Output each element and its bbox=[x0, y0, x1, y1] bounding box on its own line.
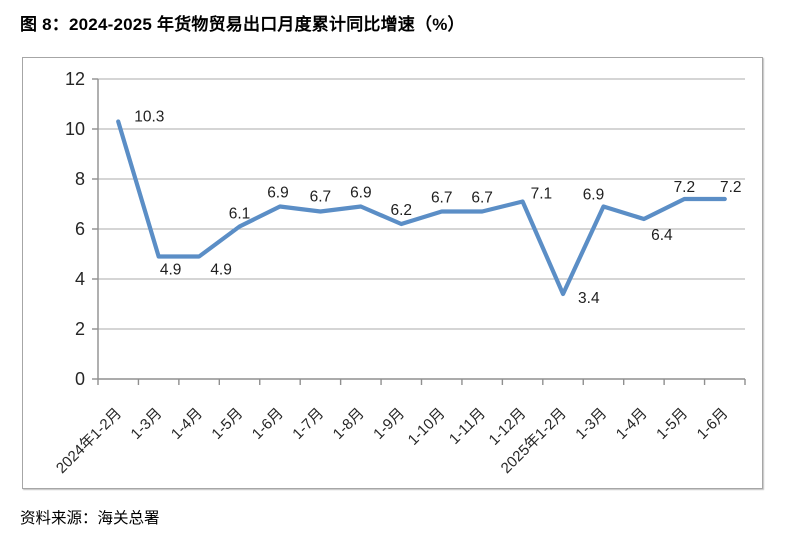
x-axis-label: 1-10月 bbox=[405, 405, 449, 449]
y-axis-label: 0 bbox=[75, 369, 85, 389]
y-axis-label: 6 bbox=[75, 219, 85, 239]
data-point-label: 7.2 bbox=[674, 179, 696, 196]
data-point-label: 10.3 bbox=[134, 109, 164, 126]
data-point-label: 6.1 bbox=[229, 206, 251, 223]
x-axis-label: 1-11月 bbox=[446, 405, 489, 448]
x-axis-label: 1-4月 bbox=[613, 405, 651, 443]
source-note: 资料来源：海关总署 bbox=[20, 510, 160, 527]
chart-frame: 0 2 4 6 8 10 12 2024年1-2月 1-3月 1-4月 1-5月 1-6月 1-7月 1-… bbox=[22, 57, 763, 489]
data-point-label: 4.9 bbox=[210, 262, 232, 279]
data-point-label: 6.7 bbox=[431, 190, 453, 207]
x-axis-label: 1-3月 bbox=[128, 405, 166, 443]
data-point-label: 6.9 bbox=[267, 185, 289, 202]
y-axis-label: 12 bbox=[65, 69, 85, 89]
x-axis-label: 1-8月 bbox=[330, 405, 368, 443]
y-axis-label: 4 bbox=[75, 269, 85, 289]
data-point-label: 6.9 bbox=[583, 187, 605, 204]
x-axis-label: 1-9月 bbox=[370, 405, 408, 443]
x-axis-label: 2024年1-2月 bbox=[53, 405, 125, 477]
data-point-label: 6.7 bbox=[471, 190, 493, 207]
data-point-label: 4.9 bbox=[160, 262, 182, 279]
x-axis-label: 1-6月 bbox=[249, 405, 287, 443]
x-axis-label: 1-3月 bbox=[572, 405, 610, 443]
data-point-label: 6.7 bbox=[310, 189, 332, 206]
x-axis-label: 1-5月 bbox=[208, 405, 246, 443]
x-axis-label: 1-4月 bbox=[168, 405, 206, 443]
data-point-label: 3.4 bbox=[578, 290, 600, 307]
data-point-label: 6.4 bbox=[651, 227, 673, 244]
data-point-label: 6.2 bbox=[391, 202, 413, 219]
data-point-label: 7.2 bbox=[720, 179, 742, 196]
figure-title: 图 8：2024-2025 年货物贸易出口月度累计同比增速（%） bbox=[20, 15, 465, 34]
x-axis-label: 1-6月 bbox=[694, 405, 732, 443]
data-point-label: 6.9 bbox=[350, 185, 372, 202]
data-point-label: 7.1 bbox=[531, 186, 553, 203]
y-axis-label: 10 bbox=[65, 119, 85, 139]
x-axis-label: 1-7月 bbox=[289, 405, 327, 443]
y-axis-label: 2 bbox=[75, 319, 85, 339]
y-axis-label: 8 bbox=[75, 169, 85, 189]
series-line bbox=[116, 119, 727, 297]
x-axis-label: 1-5月 bbox=[653, 405, 691, 443]
